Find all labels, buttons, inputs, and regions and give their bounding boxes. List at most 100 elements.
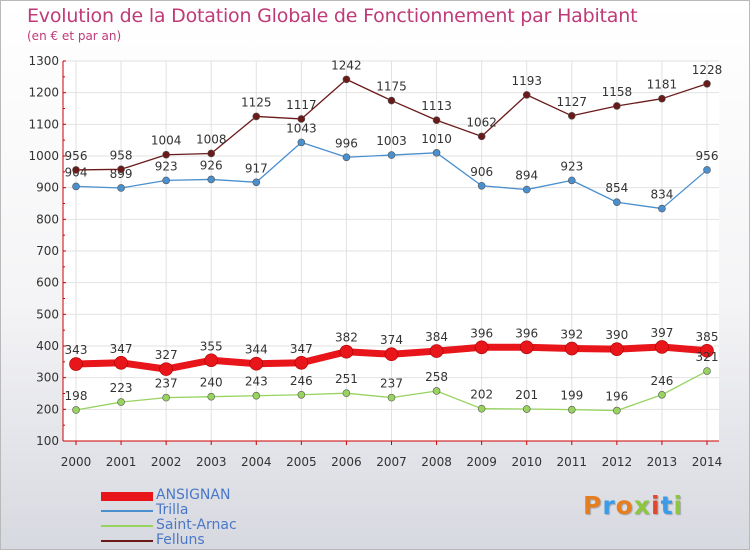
data-point-saint-arnac (207, 392, 216, 401)
data-point-trilla (522, 185, 531, 194)
data-point-saint-arnac (297, 390, 306, 399)
data-label-felluns: 1181 (647, 78, 678, 92)
legend-swatch (101, 492, 153, 501)
y-tick-label: 1300 (28, 54, 59, 68)
data-label-saint-arnac: 246 (650, 374, 673, 388)
y-tick-label: 1000 (28, 149, 59, 163)
x-tick-label: 2003 (196, 455, 227, 469)
x-tick-label: 2012 (602, 455, 633, 469)
series-felluns: 956 958 1004 1008 1125 1117 1242 1175 1113 1062 11… (65, 58, 723, 174)
data-point-felluns (297, 115, 306, 123)
data-label-saint-arnac: 240 (200, 376, 223, 390)
y-tick-label: 100 (36, 434, 59, 448)
logo-letter: P (583, 491, 603, 520)
logo-letter: r (602, 491, 616, 520)
data-label-trilla: 894 (515, 169, 538, 183)
y-tick-label: 300 (36, 371, 59, 385)
data-label-trilla: 1003 (376, 134, 407, 148)
data-label-saint-arnac: 196 (605, 390, 628, 404)
data-label-felluns: 1193 (511, 74, 542, 88)
data-point-saint-arnac (387, 393, 396, 402)
data-point-saint-arnac (432, 387, 441, 395)
data-label-ansignan: 396 (470, 326, 493, 340)
chart-subtitle: (en € et par an) (27, 29, 122, 43)
y-tick-label: 700 (36, 244, 59, 258)
data-label-felluns: 1125 (241, 95, 272, 109)
data-label-felluns: 1228 (692, 63, 723, 77)
data-point-felluns (703, 80, 711, 88)
proxiti-logo: Proxiti (583, 491, 683, 520)
data-point-felluns (342, 75, 351, 84)
x-tick-label: 2005 (286, 455, 317, 469)
data-label-saint-arnac: 237 (380, 377, 403, 391)
data-label-trilla: 917 (245, 161, 268, 175)
data-label-saint-arnac: 223 (110, 381, 133, 395)
logo-letter: i (651, 491, 661, 520)
x-tick-label: 2001 (106, 455, 137, 469)
series-saint-arnac: 198 223 237 240 243 246 251 237 258 202 201 199 196 2… (65, 350, 719, 415)
data-label-felluns: 958 (110, 148, 133, 162)
data-label-felluns: 956 (65, 149, 88, 163)
data-label-ansignan: 396 (515, 326, 538, 340)
legend-label: Felluns (156, 532, 205, 548)
data-label-ansignan: 385 (696, 330, 719, 344)
data-point-trilla (658, 204, 666, 213)
data-label-trilla: 899 (110, 167, 133, 181)
x-tick-label: 2014 (692, 455, 723, 469)
data-point-ansignan (114, 355, 128, 370)
data-point-saint-arnac (72, 406, 80, 414)
data-point-felluns (522, 91, 531, 99)
data-label-trilla: 854 (605, 181, 628, 195)
legend-swatch (101, 540, 153, 542)
data-label-felluns: 1242 (331, 58, 362, 72)
data-label-trilla: 834 (650, 188, 673, 202)
x-tick-label: 2013 (647, 455, 678, 469)
data-point-ansignan (519, 340, 534, 355)
chart-title: Evolution de la Dotation Globale de Fonc… (27, 5, 638, 27)
data-point-trilla (117, 184, 125, 192)
legend-label: Saint-Arnac (156, 517, 237, 533)
data-point-ansignan (294, 355, 309, 370)
data-label-ansignan: 343 (65, 343, 88, 357)
data-point-felluns (117, 165, 125, 174)
data-label-trilla: 956 (696, 149, 719, 163)
y-tick-label: 1100 (28, 117, 59, 131)
data-point-saint-arnac (477, 404, 486, 413)
data-point-trilla (297, 138, 306, 147)
series-trilla: 9048999239269171043996100310109068949238… (65, 121, 719, 213)
data-point-saint-arnac (342, 389, 351, 397)
data-label-ansignan: 347 (110, 342, 133, 356)
y-tick-label: 200 (36, 402, 59, 416)
x-tick-label: 2006 (331, 455, 362, 469)
y-tick-label: 500 (36, 307, 59, 321)
x-tick-label: 2004 (241, 455, 272, 469)
y-tick-label: 600 (36, 276, 59, 290)
data-label-ansignan: 397 (650, 326, 673, 340)
x-tick-label: 2000 (61, 455, 92, 469)
data-label-saint-arnac: 202 (470, 388, 493, 402)
data-point-felluns (567, 111, 576, 120)
data-label-felluns: 1158 (602, 85, 633, 99)
data-label-felluns: 1117 (286, 98, 317, 112)
x-tick-label: 2002 (151, 455, 182, 469)
data-point-ansignan (429, 344, 444, 358)
data-label-ansignan: 384 (425, 330, 448, 344)
data-label-saint-arnac: 321 (696, 350, 719, 364)
data-point-ansignan (610, 342, 624, 356)
data-label-saint-arnac: 243 (245, 375, 268, 389)
data-point-saint-arnac (703, 367, 711, 375)
data-point-ansignan (564, 341, 579, 356)
data-point-saint-arnac (117, 398, 125, 406)
legend-swatch (101, 525, 153, 527)
data-label-trilla: 923 (155, 159, 178, 173)
data-point-felluns (162, 150, 170, 159)
data-point-ansignan (700, 343, 714, 358)
x-tick-label: 2007 (376, 455, 407, 469)
legend-swatch (101, 510, 153, 512)
data-label-ansignan: 390 (605, 328, 628, 342)
data-label-trilla: 1010 (421, 132, 452, 146)
data-point-trilla (567, 176, 576, 185)
data-label-trilla: 923 (560, 159, 583, 173)
